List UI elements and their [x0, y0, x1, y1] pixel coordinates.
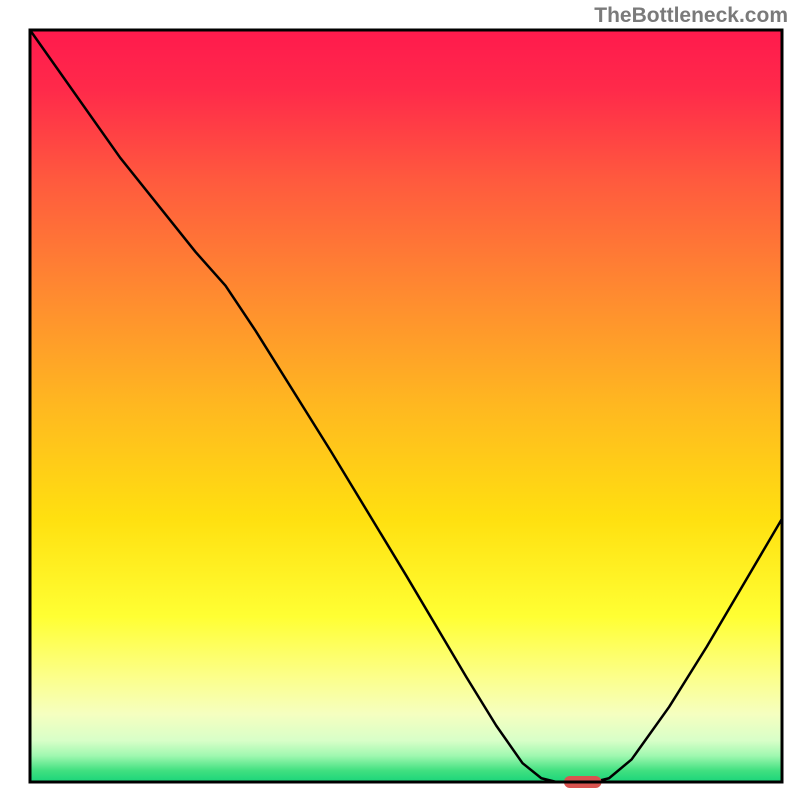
watermark-text: TheBottleneck.com: [594, 4, 788, 28]
chart-container: TheBottleneck.com: [0, 0, 800, 800]
chart-background: [30, 30, 782, 782]
bottleneck-chart: [0, 0, 800, 800]
